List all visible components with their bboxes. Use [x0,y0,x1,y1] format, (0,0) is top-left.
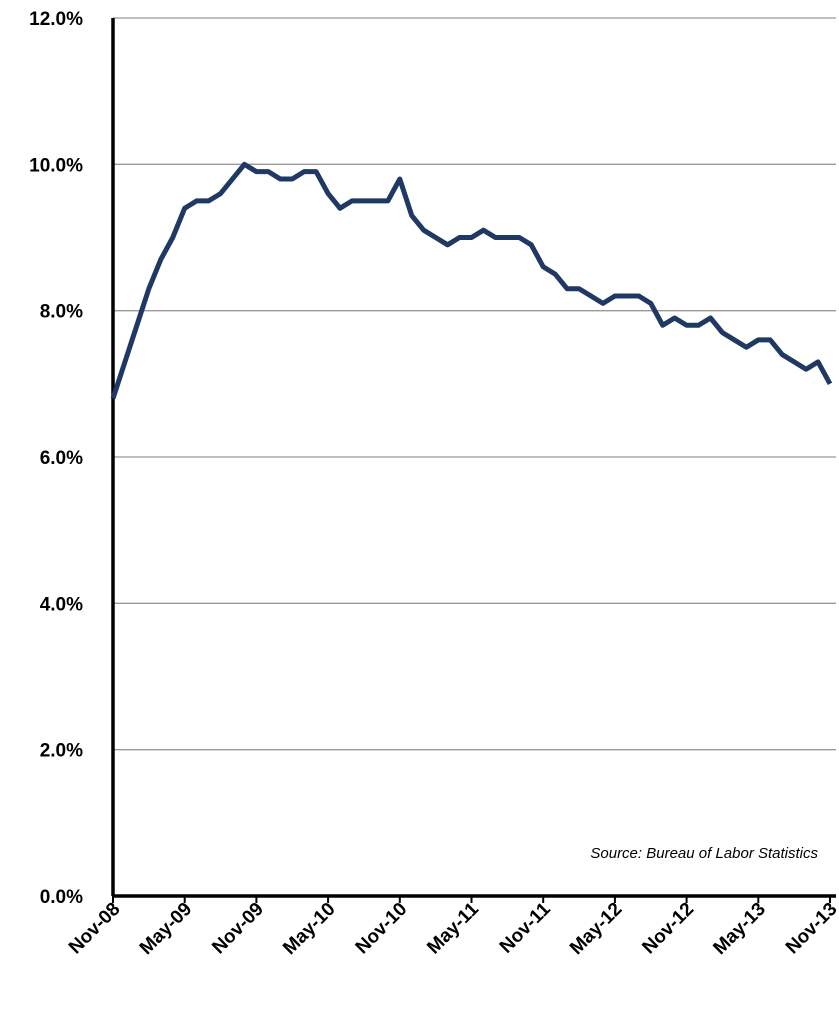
y-tick-label: 4.0% [40,594,83,615]
data-line [110,161,833,400]
x-tick-label: Nov-13 [782,899,839,959]
y-tick-label: 6.0% [40,448,83,469]
x-tick-label: May-09 [136,899,196,959]
x-tick-label: May-11 [423,898,483,958]
y-tick-label: 0.0% [40,887,83,908]
y-tick-label: 12.0% [29,9,83,30]
x-tick-label: May-10 [279,899,339,959]
y-tick-label: 10.0% [29,155,83,176]
x-tick-label: Nov-12 [638,899,698,959]
source-note: Source: Bureau of Labor Statistics [590,845,818,862]
x-tick-label: May-12 [566,899,626,959]
x-tick-label: Nov-09 [208,899,268,959]
x-tick-label: May-13 [709,899,769,959]
y-tick-label: 2.0% [40,741,83,762]
y-tick-label: 8.0% [40,302,83,323]
x-tick-label: Nov-10 [352,899,412,959]
x-tick-label: Nov-11 [496,898,555,957]
